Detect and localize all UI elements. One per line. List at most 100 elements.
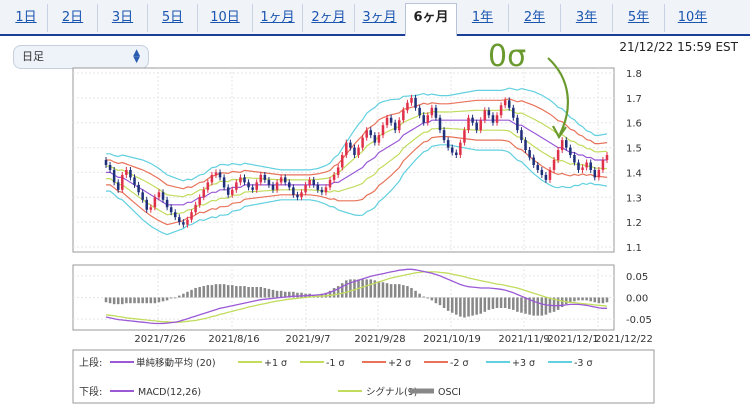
upper-y-tick-label: 1.4 bbox=[626, 168, 642, 179]
osci-bar bbox=[381, 282, 385, 298]
candle-body bbox=[206, 182, 210, 190]
osci-bar bbox=[353, 279, 356, 298]
upper-y-tick-label: 1.8 bbox=[626, 69, 642, 80]
osci-bar bbox=[247, 287, 250, 298]
tab-13[interactable]: 10年 bbox=[677, 10, 708, 25]
osci-bar bbox=[145, 297, 148, 304]
osci-bar bbox=[393, 284, 397, 298]
osci-bar bbox=[165, 297, 169, 301]
tab-8[interactable]: 6ヶ月 bbox=[405, 3, 457, 37]
osci-bar bbox=[463, 297, 466, 318]
tab-12[interactable]: 5年 bbox=[613, 4, 665, 32]
candle-body bbox=[357, 147, 360, 156]
candle-body bbox=[597, 169, 601, 178]
legend-item-label: +1 σ bbox=[264, 358, 287, 369]
osci-bar bbox=[137, 297, 140, 304]
tab-2[interactable]: 3日 bbox=[98, 4, 148, 32]
candle-body bbox=[528, 150, 531, 158]
candle-body bbox=[512, 107, 515, 118]
candle-body bbox=[239, 177, 242, 183]
candle-body bbox=[304, 184, 307, 193]
x-tick-label: 2021/9/7 bbox=[286, 334, 331, 345]
osci-bar bbox=[349, 279, 352, 298]
tab-3[interactable]: 5日 bbox=[148, 4, 198, 32]
osci-bar bbox=[581, 297, 584, 301]
osci-bar bbox=[398, 284, 401, 298]
lower-y-tick-label: 0.00 bbox=[626, 294, 648, 305]
osci-bar bbox=[121, 297, 124, 305]
osci-bar bbox=[503, 297, 507, 308]
candle-body bbox=[483, 110, 487, 121]
tab-10[interactable]: 2年 bbox=[509, 4, 561, 32]
osci-bar bbox=[169, 297, 173, 299]
tab-7[interactable]: 3ヶ月 bbox=[362, 10, 397, 25]
candle-body bbox=[112, 169, 116, 183]
signal-line bbox=[105, 271, 608, 323]
candle-body bbox=[532, 157, 535, 165]
tab-5[interactable]: 1ヶ月 bbox=[253, 4, 303, 32]
candle-body bbox=[129, 169, 132, 178]
candle-body bbox=[182, 222, 185, 225]
legend-upper-label: 上段: bbox=[79, 356, 102, 369]
candle-body bbox=[442, 130, 446, 141]
osci-bar bbox=[332, 287, 336, 298]
candle-body bbox=[320, 189, 324, 193]
candle-body bbox=[569, 147, 572, 156]
x-tick-label: 2021/12/1 bbox=[547, 334, 598, 345]
tab-4[interactable]: 10日 bbox=[198, 4, 253, 32]
candle-body bbox=[398, 120, 401, 131]
candle-body bbox=[149, 207, 153, 210]
lower-y-tick-label: -0.05 bbox=[626, 315, 652, 326]
osci-bar bbox=[243, 286, 246, 298]
osci-bar bbox=[455, 297, 458, 315]
osci-bar bbox=[116, 297, 120, 305]
x-tick-label: 2021/12/22 bbox=[595, 334, 653, 345]
osci-bar bbox=[178, 295, 181, 298]
candle-body bbox=[418, 107, 421, 116]
osci-bar bbox=[430, 297, 434, 301]
candle-body bbox=[312, 179, 315, 185]
osci-bar bbox=[235, 286, 238, 298]
candle-body bbox=[247, 182, 250, 188]
x-tick-label: 2021/7/26 bbox=[134, 334, 185, 345]
candle-body bbox=[393, 122, 397, 131]
osci-bar bbox=[194, 287, 197, 298]
candle-body bbox=[434, 107, 438, 118]
period-select[interactable]: 日足 ▲ ▼ bbox=[13, 45, 149, 69]
candle-body bbox=[218, 172, 222, 178]
osci-bar bbox=[369, 279, 373, 298]
candle-body bbox=[455, 152, 458, 156]
osci-bar bbox=[377, 281, 381, 298]
candle-body bbox=[487, 110, 491, 116]
osci-bar bbox=[540, 297, 544, 316]
tab-0[interactable]: 1日 bbox=[5, 4, 48, 32]
osci-bar bbox=[410, 287, 413, 298]
osci-bar bbox=[565, 297, 568, 305]
annotation-arrowhead bbox=[552, 125, 567, 140]
osci-bar bbox=[491, 297, 495, 309]
tab-1[interactable]: 2日 bbox=[48, 4, 98, 32]
legend-item-label: -2 σ bbox=[450, 358, 469, 369]
legend-item-label: +2 σ bbox=[388, 358, 411, 369]
osci-bar bbox=[589, 297, 592, 302]
candle-body bbox=[467, 117, 470, 131]
tab-9[interactable]: 1年 bbox=[457, 4, 509, 32]
legend-item-label: -3 σ bbox=[574, 358, 593, 369]
osci-bar bbox=[406, 286, 409, 298]
candle-body bbox=[369, 130, 373, 136]
candle-body bbox=[544, 174, 548, 180]
tab-11[interactable]: 3年 bbox=[561, 4, 613, 32]
osci-bar bbox=[210, 285, 214, 298]
candle-body bbox=[153, 197, 157, 208]
candle-body bbox=[324, 187, 328, 193]
tab-6[interactable]: 2ヶ月 bbox=[303, 4, 355, 32]
annotation-arrow bbox=[547, 57, 569, 135]
candle-body bbox=[251, 187, 254, 190]
osci-bar bbox=[340, 283, 344, 298]
osci-bar bbox=[487, 297, 491, 310]
candle-body bbox=[133, 177, 136, 185]
osci-bar bbox=[552, 297, 556, 312]
candle-body bbox=[231, 189, 234, 195]
osci-bar bbox=[300, 292, 303, 298]
